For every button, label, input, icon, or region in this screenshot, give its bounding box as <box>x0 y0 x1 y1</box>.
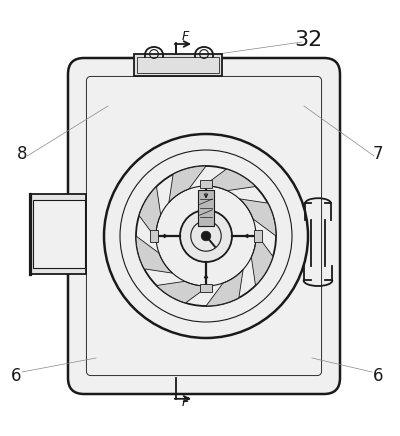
Bar <box>200 283 212 293</box>
Polygon shape <box>206 269 243 306</box>
Polygon shape <box>139 187 161 238</box>
Text: F: F <box>182 30 189 42</box>
FancyBboxPatch shape <box>68 58 340 394</box>
Bar <box>200 180 212 188</box>
Bar <box>134 54 222 76</box>
Text: 7: 7 <box>373 145 383 163</box>
Polygon shape <box>169 166 206 203</box>
Text: 32: 32 <box>294 30 322 50</box>
Bar <box>30 194 86 274</box>
Text: 6: 6 <box>373 367 383 385</box>
Polygon shape <box>136 236 172 273</box>
Text: 8: 8 <box>17 145 27 163</box>
Bar <box>254 230 262 242</box>
Polygon shape <box>156 281 209 303</box>
Text: F: F <box>182 396 189 409</box>
Bar <box>137 57 219 73</box>
Text: 6: 6 <box>11 367 21 385</box>
Polygon shape <box>203 169 256 191</box>
Bar <box>150 230 158 242</box>
Polygon shape <box>240 199 276 236</box>
Circle shape <box>201 231 211 241</box>
Polygon shape <box>251 233 273 286</box>
Bar <box>33 200 85 268</box>
Circle shape <box>180 210 232 262</box>
Circle shape <box>104 134 308 338</box>
Bar <box>198 190 214 226</box>
